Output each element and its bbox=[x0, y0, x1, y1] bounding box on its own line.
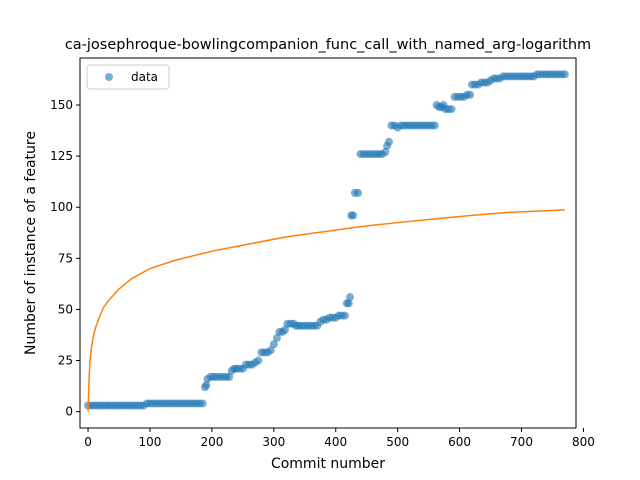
logarithmic-fit-line bbox=[87, 209, 565, 412]
x-tick-label: 700 bbox=[510, 435, 533, 449]
data-point bbox=[341, 311, 350, 320]
legend: data bbox=[86, 64, 170, 90]
y-tick-label: 125 bbox=[50, 149, 73, 163]
plot-area bbox=[84, 70, 569, 412]
y-tick-label: 150 bbox=[50, 98, 73, 112]
y-tick-label: 100 bbox=[50, 200, 73, 214]
axes-frame bbox=[79, 57, 577, 429]
data-point bbox=[354, 188, 363, 197]
data-point bbox=[272, 334, 281, 343]
data-point bbox=[430, 121, 439, 130]
data-point bbox=[466, 90, 475, 99]
data-point bbox=[345, 293, 354, 302]
data-point bbox=[254, 356, 263, 365]
y-axis-label: Number of instance of a feature bbox=[23, 131, 39, 355]
x-tick-label: 600 bbox=[448, 435, 471, 449]
legend-marker-data bbox=[105, 73, 113, 81]
x-axis-label: Commit number bbox=[271, 456, 385, 472]
data-point bbox=[266, 346, 275, 355]
legend-label-data: data bbox=[131, 70, 158, 84]
y-tick-label: 25 bbox=[58, 354, 73, 368]
x-tick-label: 500 bbox=[386, 435, 409, 449]
legend-box bbox=[86, 64, 170, 90]
data-point bbox=[384, 137, 393, 146]
x-tick-label: 800 bbox=[572, 435, 595, 449]
x-tick-label: 200 bbox=[200, 435, 223, 449]
data-point bbox=[198, 399, 207, 408]
x-axis-ticks: 0 100 200 300 400 500 600 700 800 bbox=[84, 428, 595, 449]
y-tick-label: 50 bbox=[58, 302, 73, 316]
data-point bbox=[202, 381, 211, 390]
x-tick-label: 300 bbox=[262, 435, 285, 449]
chart-title: ca-josephroque-bowlingcompanion_func_cal… bbox=[65, 37, 591, 53]
y-tick-label: 75 bbox=[58, 251, 73, 265]
data-point bbox=[560, 70, 569, 79]
data-point bbox=[349, 211, 358, 220]
y-axis-ticks: 0 25 50 75 100 125 150 bbox=[50, 98, 80, 419]
x-tick-label: 400 bbox=[324, 435, 347, 449]
data-point bbox=[381, 148, 390, 157]
data-point bbox=[225, 372, 234, 381]
x-tick-label: 0 bbox=[84, 435, 92, 449]
x-tick-label: 100 bbox=[139, 435, 162, 449]
data-point bbox=[344, 299, 353, 308]
data-point bbox=[269, 340, 278, 349]
y-tick-label: 0 bbox=[65, 405, 73, 419]
data-point bbox=[447, 105, 456, 114]
data-point bbox=[280, 325, 289, 334]
